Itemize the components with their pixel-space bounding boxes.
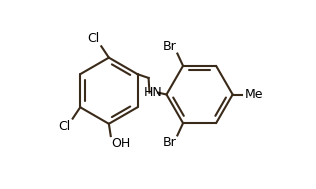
Text: Me: Me [245,88,264,101]
Text: Cl: Cl [87,32,100,45]
Text: Br: Br [163,136,176,149]
Text: OH: OH [112,137,131,150]
Text: HN: HN [144,86,163,99]
Text: Br: Br [163,40,176,53]
Text: Cl: Cl [58,120,71,132]
